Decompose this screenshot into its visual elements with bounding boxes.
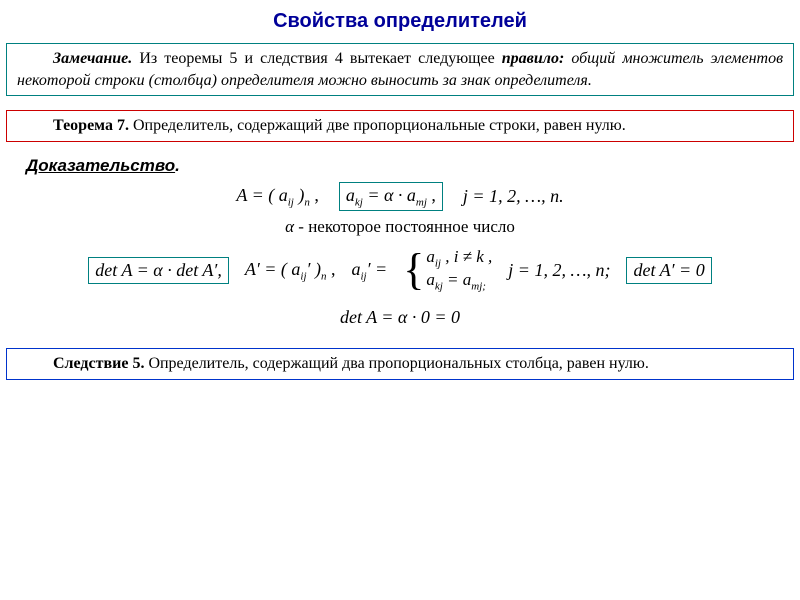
boxed-detAprime: det A′ = 0 xyxy=(626,257,711,284)
formula-line-1: A = ( aij )n , akj = α · amj , j = 1, 2,… xyxy=(6,182,794,212)
theorem-box: Теорема 7. Определитель, содержащий две … xyxy=(6,110,794,142)
remark-box: Замечание. Из теоремы 5 и следствия 4 вы… xyxy=(6,43,794,96)
theorem-text: Определитель, содержащий две пропорциона… xyxy=(129,117,626,134)
remark-rule-word: правило: xyxy=(502,50,564,67)
corollary-text: Определитель, содержащий два пропорциона… xyxy=(144,355,648,372)
proof-label: Доказательство xyxy=(26,156,175,175)
formula-line-2: det A = α · det A′, A′ = ( aij′ )n , aij… xyxy=(6,247,794,293)
corollary-box: Следствие 5. Определитель, содержащий дв… xyxy=(6,348,794,380)
corollary-label: Следствие 5. xyxy=(53,355,144,372)
left-brace-icon: { xyxy=(403,248,424,292)
remark-label: Замечание. xyxy=(53,50,132,67)
boxed-relation-1: akj = α · amj , xyxy=(339,182,443,212)
remark-text-1: Из теоремы 5 и следствия 4 вытекает след… xyxy=(132,50,502,67)
formula-line-3: det A = α · 0 = 0 xyxy=(6,307,794,328)
boxed-detA: det A = α · det A′, xyxy=(88,257,229,284)
page-title: Свойства определителей xyxy=(6,10,794,33)
alpha-note: α - некоторое постоянное число xyxy=(6,217,794,237)
theorem-label: Теорема 7. xyxy=(53,117,129,134)
